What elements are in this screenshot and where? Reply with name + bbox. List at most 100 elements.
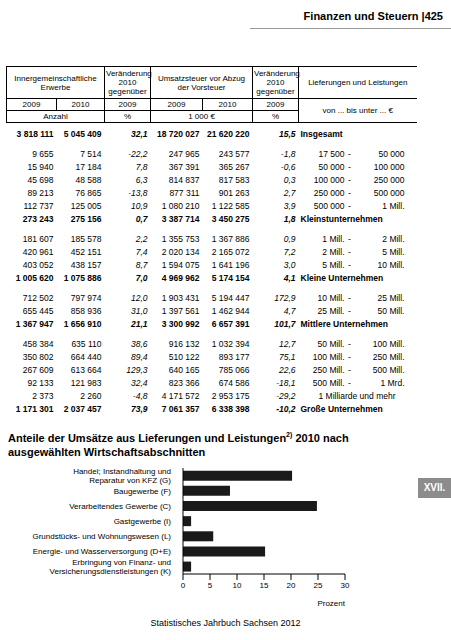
html-text:273 243: 273 243 bbox=[22, 213, 54, 224]
html-text:5 Mill. -: 5 Mill. - bbox=[322, 259, 351, 270]
svg-text:10: 10 bbox=[233, 581, 242, 590]
html-text:100 000 -: 100 000 - bbox=[313, 174, 351, 185]
svg-text:30: 30 bbox=[341, 581, 350, 590]
html-text:500 000: 500 000 bbox=[373, 187, 405, 198]
html-text:1 122 585: 1 122 585 bbox=[211, 200, 250, 211]
html-text:1 Mill.: 1 Mill. bbox=[382, 200, 405, 211]
html-text:7,2: 7,2 bbox=[283, 246, 296, 257]
html-text:-0,6: -0,6 bbox=[280, 161, 296, 172]
html-text:48 588: 48 588 bbox=[75, 174, 102, 185]
svg-text:25: 25 bbox=[314, 581, 323, 590]
html-text:2 Mill.: 2 Mill. bbox=[382, 233, 405, 244]
html-text:17 184: 17 184 bbox=[75, 161, 102, 172]
html-text:438 157: 438 157 bbox=[70, 259, 102, 270]
html-text:1 005 620: 1 005 620 bbox=[15, 272, 54, 283]
html-text:5 Mill.: 5 Mill. bbox=[382, 246, 405, 257]
svg-text:Gastgewerbe (I): Gastgewerbe (I) bbox=[114, 517, 172, 526]
html-text:1 Mill. -: 1 Mill. - bbox=[322, 233, 351, 244]
html-text:100 000: 100 000 bbox=[373, 161, 405, 172]
html-text:15 940: 15 940 bbox=[27, 161, 54, 172]
html-text:367 391: 367 391 bbox=[168, 161, 200, 172]
html-text:1 594 075: 1 594 075 bbox=[161, 259, 200, 270]
html-text:Kleinstunternehmen: Kleinstunternehmen bbox=[300, 213, 383, 224]
html-text:Finanzen und Steuern |425: Finanzen und Steuern |425 bbox=[303, 10, 443, 22]
html-text:2 165 072: 2 165 072 bbox=[211, 246, 250, 257]
html-text:420 961: 420 961 bbox=[22, 246, 54, 257]
html-text:7,4: 7,4 bbox=[135, 246, 148, 257]
html-text:6,3: 6,3 bbox=[135, 174, 148, 185]
html-text:1,8: 1,8 bbox=[283, 213, 296, 224]
svg-text:Energie- und Wasserversorgung: Energie- und Wasserversorgung (D+E) bbox=[33, 547, 172, 556]
html-text:275 156: 275 156 bbox=[70, 213, 102, 224]
html-text:250 000: 250 000 bbox=[373, 174, 405, 185]
html-text:-13,8: -13,8 bbox=[128, 187, 148, 198]
html-text:-1,8: -1,8 bbox=[280, 148, 296, 159]
svg-text:15: 15 bbox=[260, 581, 269, 590]
html-text:18 720 027: 18 720 027 bbox=[157, 128, 200, 139]
html-text:5 045 409: 5 045 409 bbox=[63, 128, 102, 139]
svg-text:Erbringung von Finanz- undVers: Erbringung von Finanz- undVersicherungsd… bbox=[50, 558, 172, 576]
html-text:15,5: 15,5 bbox=[279, 128, 296, 139]
html-text:2 020 134: 2 020 134 bbox=[161, 246, 200, 257]
html-text:45 698: 45 698 bbox=[27, 174, 54, 185]
html-text:50 000: 50 000 bbox=[378, 148, 405, 159]
html-text:0,7: 0,7 bbox=[135, 213, 148, 224]
html-text:17 500 -: 17 500 - bbox=[318, 148, 351, 159]
html-text:500 000 -: 500 000 - bbox=[313, 200, 351, 211]
html-text:-22,2: -22,2 bbox=[128, 148, 148, 159]
html-text:112 737: 112 737 bbox=[23, 200, 54, 211]
html-text:3 387 714: 3 387 714 bbox=[161, 213, 200, 224]
html-text:2,7: 2,7 bbox=[283, 187, 296, 198]
svg-text:Prozent: Prozent bbox=[317, 599, 345, 608]
html-text:365 267: 365 267 bbox=[218, 161, 250, 172]
html-text:817 583: 817 583 bbox=[218, 174, 250, 185]
html-text:250 000 -: 250 000 - bbox=[313, 187, 351, 198]
html-text:877 311: 877 311 bbox=[169, 187, 200, 198]
html-text:452 151: 452 151 bbox=[70, 246, 102, 257]
html-text:247 965: 247 965 bbox=[168, 148, 200, 159]
html-text:7,8: 7,8 bbox=[135, 161, 148, 172]
html-text:10 Mill.: 10 Mill. bbox=[377, 259, 405, 270]
html-text:32,1: 32,1 bbox=[131, 128, 148, 139]
html-text:9 655: 9 655 bbox=[32, 148, 54, 159]
svg-text:5: 5 bbox=[208, 581, 213, 590]
html-text:243 577: 243 577 bbox=[218, 148, 250, 159]
svg-text:Verarbeitendes Gewerbe (C): Verarbeitendes Gewerbe (C) bbox=[69, 502, 171, 511]
svg-text:Grundstücks- und Wohnungswesen: Grundstücks- und Wohnungswesen (L) bbox=[32, 532, 171, 541]
html-text:0,9: 0,9 bbox=[283, 233, 296, 244]
html-text:1 641 196: 1 641 196 bbox=[211, 259, 250, 270]
html-text:10,9: 10,9 bbox=[131, 200, 148, 211]
html-text:1 355 753: 1 355 753 bbox=[161, 233, 200, 244]
svg-text:Handel; Instandhaltung undRepa: Handel; Instandhaltung undReparatur von … bbox=[73, 467, 171, 485]
html-text:3,0: 3,0 bbox=[283, 259, 296, 270]
html-text:Veränderung 2010 gegenüber: Veränderung 2010 gegenüber bbox=[106, 69, 152, 96]
html-text:0,3: 0,3 bbox=[283, 174, 296, 185]
html-text:814 837: 814 837 bbox=[168, 174, 200, 185]
html-text:403 052: 403 052 bbox=[22, 259, 54, 270]
html-text:21 620 220: 21 620 220 bbox=[207, 128, 250, 139]
html-text:901 263: 901 263 bbox=[218, 187, 250, 198]
html-text:3,9: 3,9 bbox=[283, 200, 296, 211]
html-text:50 000 -: 50 000 - bbox=[318, 161, 351, 172]
html-text:Anteile der Umsätze aus Liefer: Anteile der Umsätze aus Lieferungen und … bbox=[8, 431, 349, 458]
html-text:2,2: 2,2 bbox=[135, 233, 148, 244]
html-text:89 213: 89 213 bbox=[27, 187, 54, 198]
html-text:3 818 111: 3 818 111 bbox=[16, 128, 54, 139]
svg-text:20: 20 bbox=[287, 581, 296, 590]
html-text:Umsatzsteuer vor Abzug der Vor: Umsatzsteuer vor Abzug der Vorsteuer bbox=[157, 73, 246, 92]
html-text:Veränderung 2010 gegenüber: Veränderung 2010 gegenüber bbox=[254, 69, 300, 96]
html-text:1 367 886: 1 367 886 bbox=[211, 233, 250, 244]
html-text:2 Mill. -: 2 Mill. - bbox=[322, 246, 351, 257]
html-text:7 514: 7 514 bbox=[80, 148, 102, 159]
html-text:Innergemeinschaftliche Erwerbe: Innergemeinschaftliche Erwerbe bbox=[14, 73, 97, 92]
html-text:1 080 210: 1 080 210 bbox=[161, 200, 200, 211]
svg-text:0: 0 bbox=[181, 581, 186, 590]
html-text:3 450 275: 3 450 275 bbox=[211, 213, 250, 224]
html-text:76 865: 76 865 bbox=[75, 187, 102, 198]
html-text:125 005: 125 005 bbox=[70, 200, 102, 211]
html-text:Insgesamt: Insgesamt bbox=[300, 128, 343, 139]
html-text:8,7: 8,7 bbox=[135, 259, 148, 270]
svg-text:Baugewerbe (F): Baugewerbe (F) bbox=[114, 487, 172, 496]
html-text:181 607: 181 607 bbox=[22, 233, 54, 244]
html-text:185 578: 185 578 bbox=[70, 233, 102, 244]
